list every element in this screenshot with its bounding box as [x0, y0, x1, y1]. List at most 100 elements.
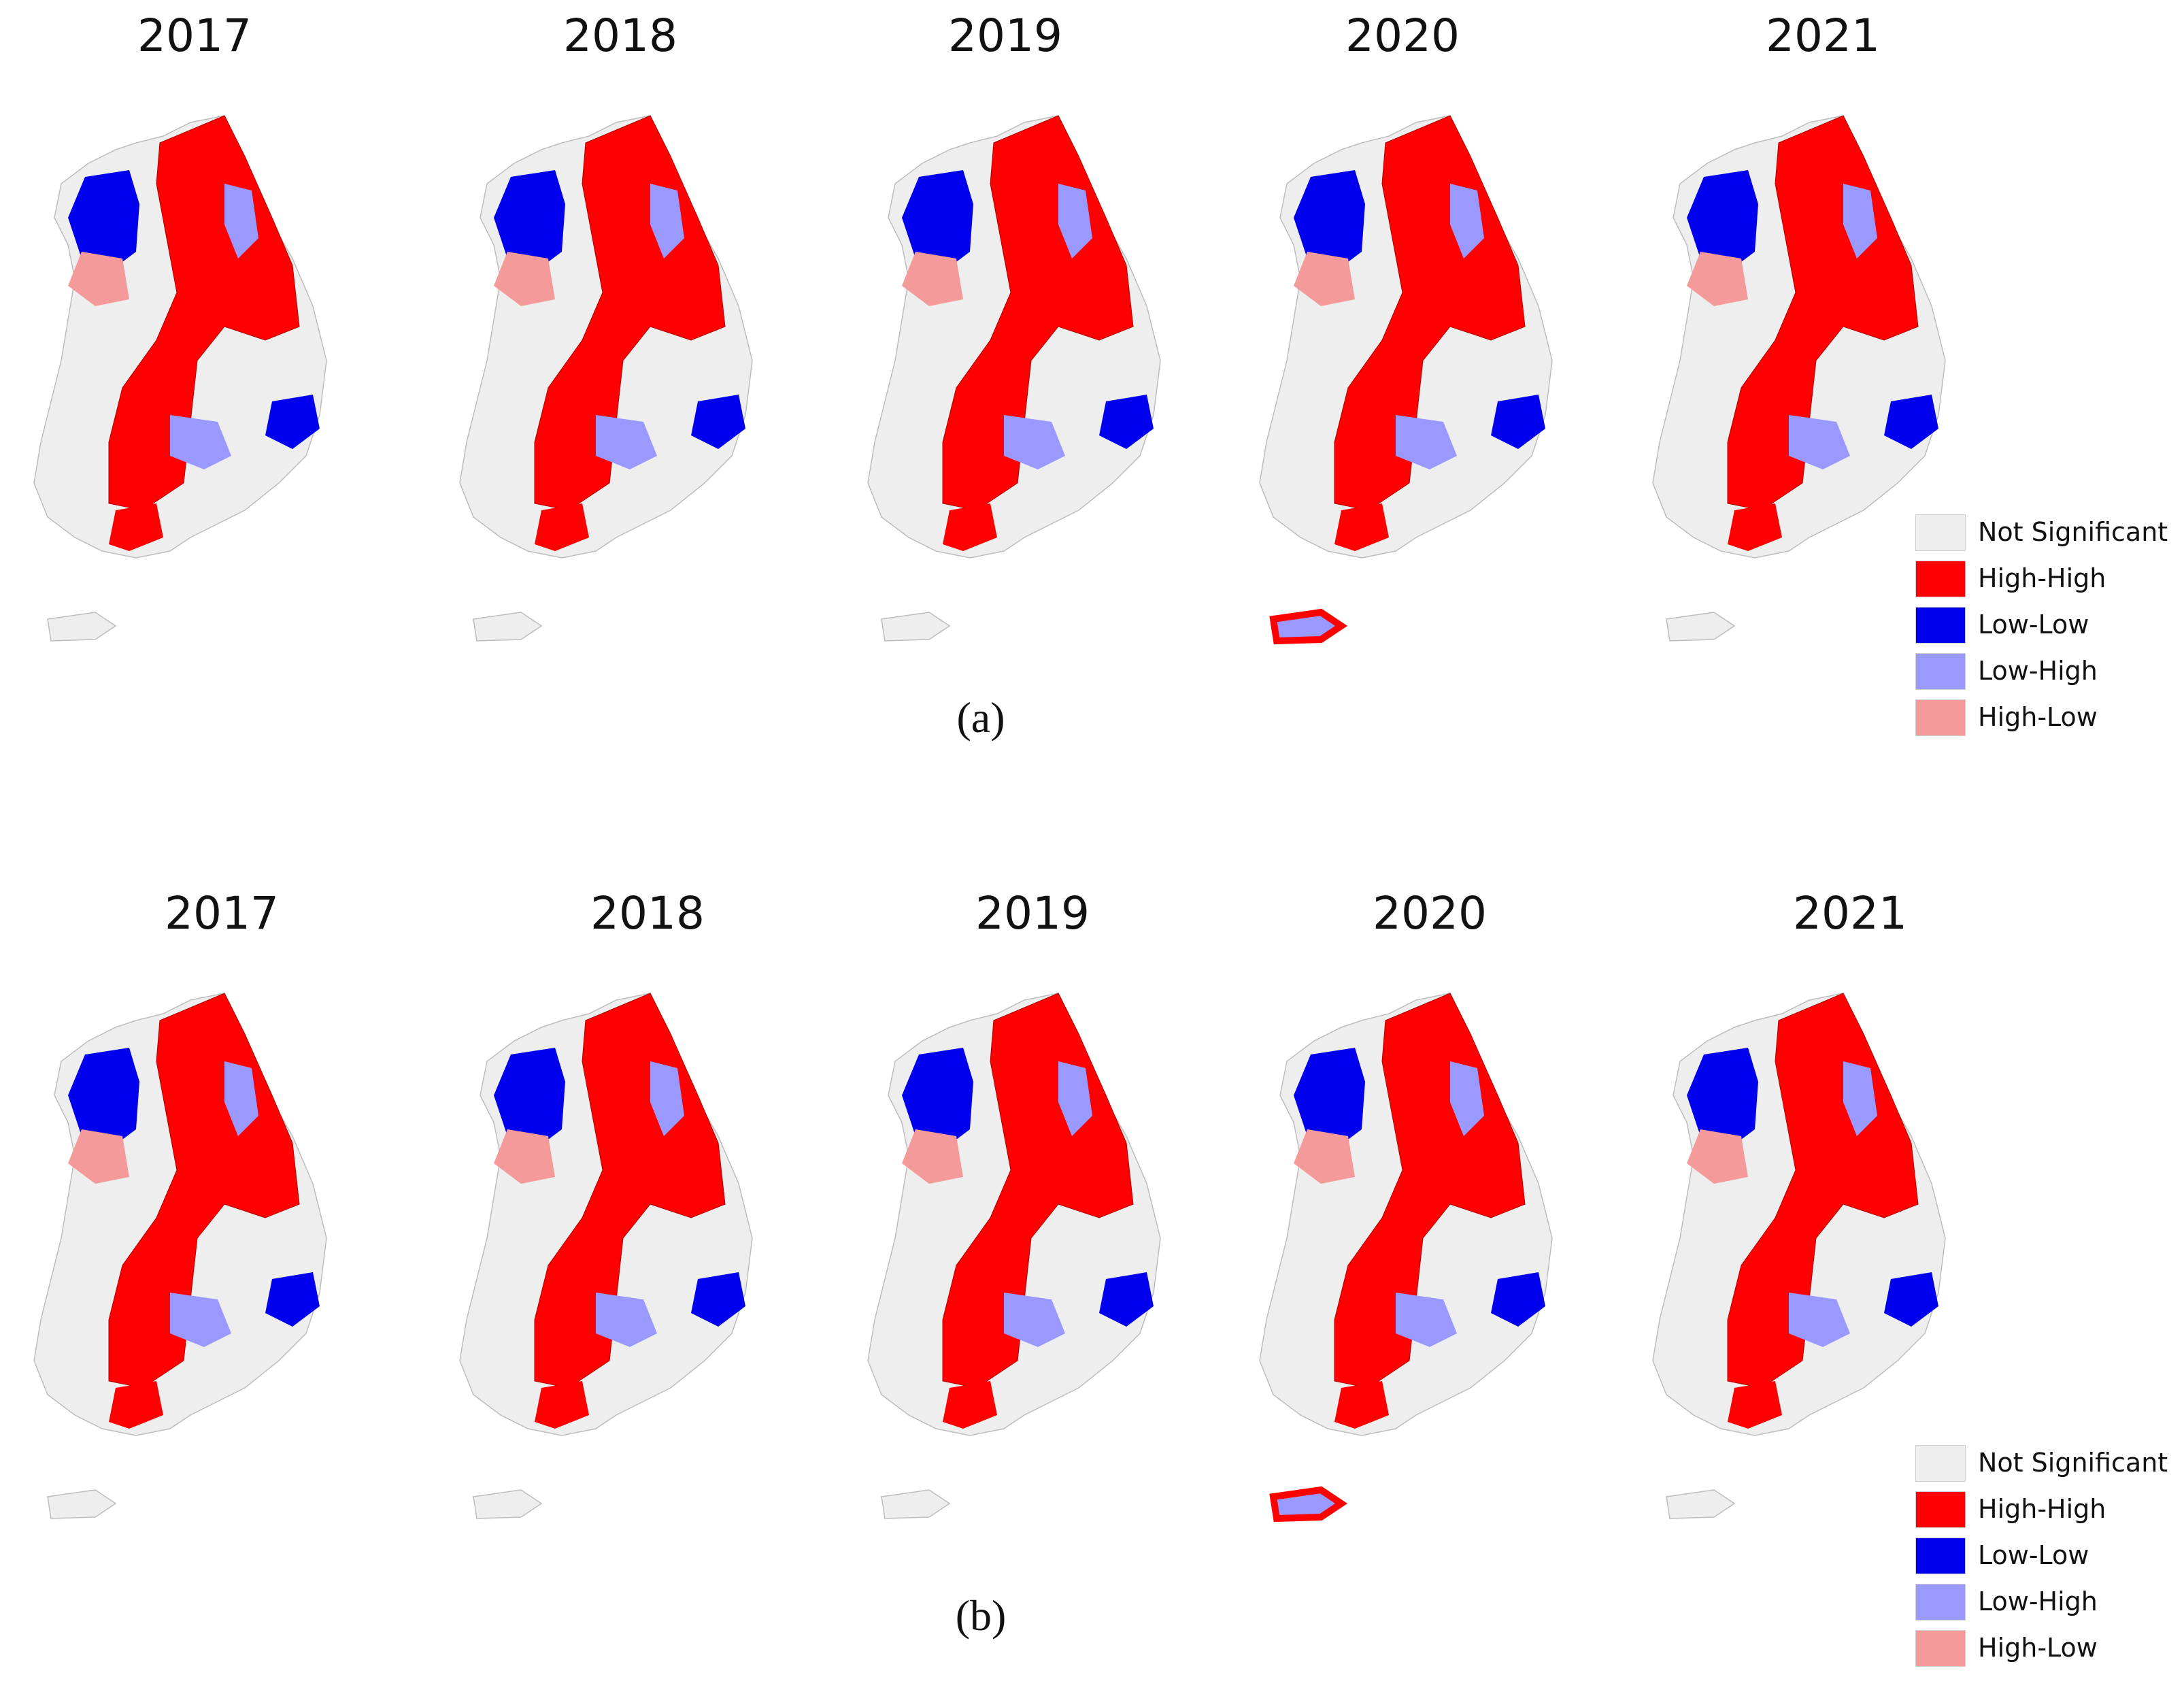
region-low-high	[1450, 184, 1484, 259]
region-high-high	[1728, 503, 1782, 551]
legend-item: High-Low	[1915, 1627, 2181, 1674]
year-title-2021: 2021	[1793, 887, 1907, 940]
legend-swatch	[1915, 653, 1966, 690]
region-low-low	[1491, 395, 1545, 449]
panel-b: 2017 2018 2019 2020 2021 (b) Not Signifi…	[0, 878, 2184, 1694]
region-high-high	[535, 1381, 589, 1429]
region-low-low	[902, 1048, 973, 1150]
legend-swatch	[1915, 1584, 1966, 1621]
map-2017	[33, 993, 327, 1519]
region-low-low	[1294, 1048, 1365, 1150]
region-low-low	[1884, 395, 1938, 449]
region-low-low	[494, 1048, 565, 1150]
region-low-high	[650, 184, 684, 259]
region-high-low	[494, 252, 555, 306]
region-low-high	[224, 1061, 258, 1136]
region-high-high	[1334, 503, 1389, 551]
region-low-low	[1687, 170, 1758, 272]
region-low-low	[68, 1048, 139, 1150]
region-low-high	[1004, 415, 1065, 469]
region-high-low	[68, 252, 129, 306]
legend-swatch	[1915, 699, 1966, 736]
region-jeju	[881, 1489, 951, 1519]
legend-swatch	[1915, 561, 1966, 597]
region-jeju	[1666, 1489, 1736, 1519]
legend-swatch	[1915, 607, 1966, 644]
year-title-2019: 2019	[948, 10, 1062, 62]
legend-b: Not Significant High-High Low-Low Low-Hi…	[1915, 1442, 2181, 1674]
map-2017	[33, 115, 327, 642]
region-low-high	[1450, 1061, 1484, 1136]
region-jeju	[473, 1489, 543, 1519]
legend-item: High-High	[1915, 1489, 2181, 1535]
legend-item: High-Low	[1915, 697, 2181, 743]
region-low-low	[1099, 395, 1154, 449]
caption-a: (a)	[956, 693, 1005, 742]
legend-label: Not Significant	[1978, 1448, 2168, 1478]
region-low-low	[1294, 170, 1365, 272]
legend-item: High-High	[1915, 558, 2181, 604]
year-title-2020: 2020	[1345, 10, 1460, 62]
panel-a: 2017 2018 2019 2020 2021 (a) Not Signifi…	[0, 0, 2184, 816]
region-high-low	[902, 252, 963, 306]
map-2019	[867, 115, 1161, 642]
legend-label: High-High	[1978, 1494, 2106, 1524]
legend-item: Low-Low	[1915, 1535, 2181, 1581]
region-low-low	[68, 170, 139, 272]
region-low-high	[1058, 1061, 1092, 1136]
region-jeju	[473, 612, 543, 642]
region-high-high	[943, 1381, 997, 1429]
region-jeju	[1269, 608, 1348, 645]
region-low-low	[494, 170, 565, 272]
region-high-low	[494, 1129, 555, 1184]
region-low-low	[691, 1272, 745, 1327]
legend-item: Not Significant	[1915, 1442, 2181, 1489]
region-low-high	[1843, 1061, 1877, 1136]
year-title-2017: 2017	[165, 887, 279, 940]
legend-label: Low-High	[1978, 656, 2098, 686]
map-2021	[1652, 115, 1946, 642]
legend-item: Low-High	[1915, 650, 2181, 697]
legend-label: High-Low	[1978, 1633, 2098, 1663]
legend-label: High-High	[1978, 563, 2106, 593]
region-low-high	[1058, 184, 1092, 259]
legend-label: Low-Low	[1978, 1540, 2089, 1570]
legend-swatch	[1915, 1445, 1966, 1482]
legend-swatch	[1915, 1491, 1966, 1528]
map-2021	[1652, 993, 1946, 1519]
region-high-high	[109, 1381, 163, 1429]
region-low-low	[1884, 1272, 1938, 1327]
region-high-high	[535, 503, 589, 551]
caption-b: (b)	[955, 1591, 1007, 1640]
legend-label: High-Low	[1978, 702, 2098, 732]
region-low-low	[902, 170, 973, 272]
region-high-low	[1294, 1129, 1355, 1184]
region-jeju	[881, 612, 951, 642]
year-title-2019: 2019	[975, 887, 1090, 940]
region-low-low	[1687, 1048, 1758, 1150]
region-low-high	[596, 1293, 657, 1347]
region-low-high	[596, 415, 657, 469]
region-jeju	[1269, 1486, 1348, 1523]
region-high-high	[1334, 1381, 1389, 1429]
map-2018	[459, 993, 753, 1519]
legend-swatch	[1915, 1630, 1966, 1667]
region-low-low	[1491, 1272, 1545, 1327]
legend-item: Low-High	[1915, 1581, 2181, 1627]
region-high-low	[68, 1129, 129, 1184]
region-jeju	[47, 612, 117, 642]
region-low-low	[265, 1272, 320, 1327]
region-low-low	[1099, 1272, 1154, 1327]
map-2018	[459, 115, 753, 642]
region-high-high	[943, 503, 997, 551]
region-high-low	[902, 1129, 963, 1184]
year-title-2017: 2017	[137, 10, 252, 62]
legend-swatch	[1915, 1538, 1966, 1574]
region-low-high	[170, 415, 231, 469]
region-low-high	[170, 1293, 231, 1347]
legend-a: Not Significant High-High Low-Low Low-Hi…	[1915, 512, 2181, 743]
region-jeju	[47, 1489, 117, 1519]
year-title-2020: 2020	[1373, 887, 1487, 940]
region-low-high	[650, 1061, 684, 1136]
legend-item: Low-Low	[1915, 604, 2181, 650]
